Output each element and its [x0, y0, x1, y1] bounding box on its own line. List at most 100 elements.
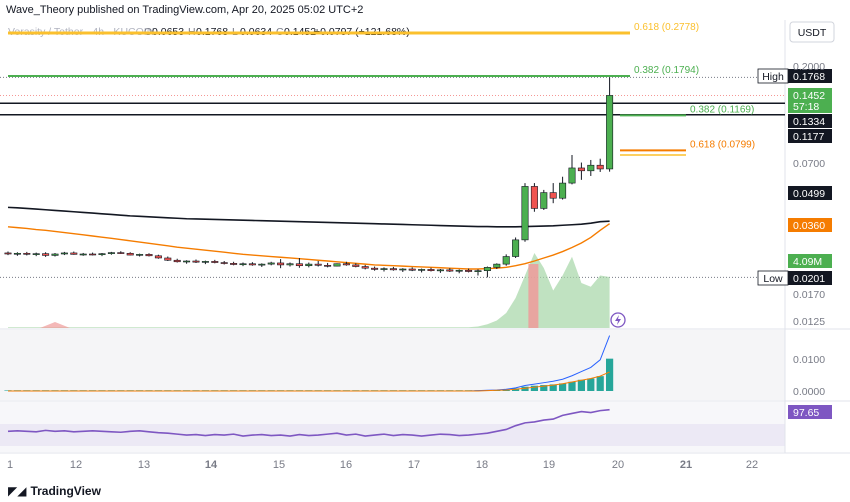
price-tag-box	[788, 186, 832, 200]
macd-histogram-bar	[606, 358, 614, 391]
price-tag-box	[788, 129, 832, 143]
candle-body	[540, 192, 548, 209]
macd-histogram-bar	[521, 386, 529, 391]
candle-body	[606, 95, 614, 170]
x-tick-label: 20	[612, 459, 624, 471]
brand-name: TradingView	[30, 484, 101, 498]
candle-body	[371, 267, 379, 270]
candle-body	[352, 264, 360, 267]
orange-moving-average	[7, 223, 611, 270]
candle-body	[51, 253, 59, 256]
macd-pane-bg	[0, 330, 785, 400]
x-tick-label: 15	[273, 459, 285, 471]
candle-body	[549, 192, 557, 199]
candle-body	[4, 252, 12, 255]
candle-body	[239, 263, 247, 266]
macd-histogram-bar	[596, 376, 604, 391]
candle-body	[559, 182, 567, 199]
candle-body	[164, 257, 172, 261]
y-tick-label: 0.0170	[793, 289, 825, 301]
y-tick-label: 0.2000	[793, 61, 825, 73]
candle-body	[436, 269, 444, 272]
candle-body	[324, 265, 332, 267]
candle-body	[399, 268, 407, 271]
candle-body	[267, 262, 275, 265]
candle-body	[13, 252, 21, 255]
price-tag-value: 0.1177	[793, 131, 824, 143]
fib-level-label: 0.618 (0.0799)	[690, 139, 755, 150]
rsi-value-box	[788, 405, 832, 419]
candle-body	[361, 266, 369, 269]
x-tick-label: 14	[205, 459, 218, 471]
currency-label: USDT	[798, 27, 827, 39]
x-tick-label: 1	[7, 459, 13, 471]
candle-body	[173, 259, 181, 263]
x-tick-label: 18	[476, 459, 488, 471]
price-tag-label: Low	[763, 273, 783, 285]
candle-body	[32, 253, 40, 255]
price-tag-box	[788, 254, 832, 268]
price-tag-value: 57:18	[793, 101, 819, 113]
macd-histogram-bar	[577, 379, 585, 391]
candle-body	[248, 263, 256, 266]
rsi-line	[7, 408, 610, 437]
candle-body	[60, 252, 68, 255]
price-tag-value: 0.1768	[793, 71, 825, 83]
tradingview-logo-icon: ◤◢	[8, 484, 27, 498]
x-tick-label: 19	[543, 459, 555, 471]
black-moving-average	[7, 206, 610, 228]
candle-body	[512, 239, 520, 257]
price-tag-value: 0.0360	[793, 220, 825, 232]
macd-tick-label: 0.0000	[793, 386, 825, 398]
price-tag-box	[788, 88, 832, 102]
candle-body	[201, 261, 209, 263]
candle-body	[192, 260, 200, 263]
price-tag-value: 0.1334	[793, 116, 825, 128]
candle-body	[596, 164, 604, 170]
footer: ◤◢ TradingView	[8, 484, 101, 498]
candle-body	[483, 267, 491, 271]
macd-tick-label: 0.0100	[793, 354, 825, 366]
candle-body	[126, 252, 134, 256]
fib-level-label: 0.382 (0.1794)	[634, 65, 699, 76]
currency-button	[789, 21, 835, 43]
author-line: Wave_Theory published on TradingView.com…	[6, 4, 364, 16]
price-tag-value: 4.09M	[793, 256, 822, 268]
rsi-value: 97.65	[793, 407, 819, 419]
candle-body	[530, 186, 538, 209]
candle-body	[577, 167, 585, 172]
candle-body	[154, 255, 162, 259]
candle-body	[568, 167, 576, 184]
macd-histogram-bar	[549, 384, 557, 391]
lightning-icon	[615, 315, 621, 325]
x-tick-label: 13	[138, 459, 150, 471]
candle-body	[502, 256, 510, 265]
candle-body	[183, 260, 191, 263]
macd-signal-line	[8, 371, 610, 392]
price-tag-box	[788, 271, 832, 285]
candle-body	[389, 268, 397, 271]
volume-spike-red	[528, 264, 539, 328]
fib-level-label: 0.618 (0.2778)	[634, 22, 699, 33]
candle-body	[408, 268, 416, 271]
price-tag-box	[788, 218, 832, 232]
macd-histogram-bar	[559, 383, 567, 391]
candle-body	[446, 269, 454, 272]
macd-histogram-bar	[540, 385, 548, 391]
price-tag-label: High	[762, 71, 784, 83]
candle-body	[136, 254, 144, 256]
candle-body	[70, 252, 78, 255]
price-tag-value: 0.0499	[793, 188, 825, 200]
volume-area	[8, 253, 610, 328]
candle-body	[42, 253, 50, 256]
y-tick-label: 0.0125	[793, 316, 825, 328]
candle-body	[98, 253, 106, 256]
volume-early-red	[40, 322, 70, 328]
y-tick-label: 0.0700	[793, 158, 825, 170]
macd-histogram-bar	[530, 385, 538, 391]
candle-body	[342, 263, 350, 266]
candle-body	[107, 252, 115, 254]
candle-body	[79, 253, 87, 256]
candle-body	[418, 269, 426, 271]
